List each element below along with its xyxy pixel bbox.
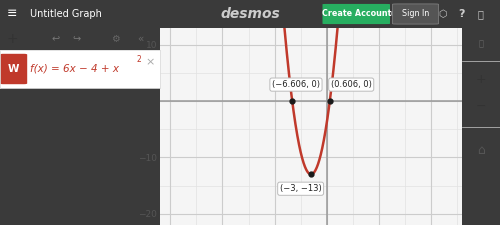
Text: ↪: ↪ <box>72 34 81 44</box>
FancyBboxPatch shape <box>0 54 27 84</box>
Text: ⚙: ⚙ <box>111 34 120 44</box>
Text: +: + <box>476 73 486 86</box>
Text: «: « <box>138 34 144 44</box>
Text: ↩: ↩ <box>52 34 60 44</box>
Text: Untitled Graph: Untitled Graph <box>30 9 102 19</box>
Text: ?: ? <box>458 9 465 19</box>
FancyBboxPatch shape <box>322 4 390 24</box>
Text: f(x) = 6x − 4 + x: f(x) = 6x − 4 + x <box>30 63 120 73</box>
Text: 2: 2 <box>137 55 141 64</box>
Text: or: or <box>386 9 396 18</box>
Text: Sign In: Sign In <box>402 9 429 18</box>
Text: ⌂: ⌂ <box>477 144 485 157</box>
Text: W: W <box>8 64 20 74</box>
Text: (0.606, 0): (0.606, 0) <box>331 80 372 89</box>
Text: (−3, −13): (−3, −13) <box>280 184 322 193</box>
Text: 🔧: 🔧 <box>478 39 484 48</box>
Text: ⏱: ⏱ <box>477 9 483 19</box>
Text: ×: × <box>146 57 155 67</box>
Text: desmos: desmos <box>220 7 280 21</box>
Text: +: + <box>7 32 18 46</box>
Text: (−6.606, 0): (−6.606, 0) <box>272 80 320 89</box>
Text: ⬡: ⬡ <box>439 9 448 19</box>
FancyBboxPatch shape <box>392 4 438 24</box>
Text: Create Account: Create Account <box>322 9 391 18</box>
Text: ≡: ≡ <box>6 7 17 20</box>
Text: −: − <box>476 100 486 113</box>
